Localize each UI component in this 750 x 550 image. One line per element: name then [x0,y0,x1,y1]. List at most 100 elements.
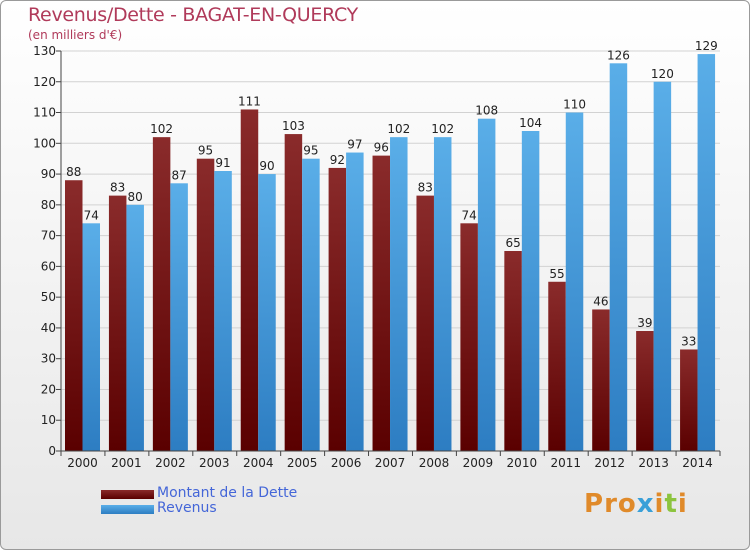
y-tick-label: 50 [41,290,56,304]
x-tick-label: 2008 [419,456,450,470]
x-tick-label: 2003 [199,456,230,470]
x-tick-label: 2002 [155,456,186,470]
x-tick-label: 2004 [243,456,274,470]
data-label-debt: 55 [549,267,564,281]
y-tick-label: 40 [41,321,56,335]
data-label-debt: 83 [418,181,433,195]
y-tick-label: 10 [41,413,56,427]
data-label-revenus: 110 [563,98,586,112]
data-label-revenus: 102 [387,122,410,136]
proxiti-logo: Proxiti [584,489,688,519]
bar-debt [592,309,610,451]
legend-swatch-revenus [101,505,154,514]
bar-debt [284,134,303,452]
y-tick-label: 130 [33,44,56,58]
bar-revenus [653,81,672,452]
chart-title: Revenus/Dette - BAGAT-EN-QUERCY [28,4,358,26]
bar-revenus [126,204,144,451]
bar-revenus [477,118,496,451]
data-label-debt: 39 [637,316,652,330]
data-label-revenus: 80 [128,190,143,204]
x-tick-label: 2014 [682,456,713,470]
bar-debt [108,195,127,451]
y-tick-label: 70 [41,229,56,243]
data-label-revenus: 87 [171,168,186,182]
data-label-revenus: 102 [431,122,454,136]
bar-revenus [565,112,584,452]
bar-debt [240,109,259,451]
y-tick-label: 80 [41,198,56,212]
data-label-debt: 33 [681,334,696,348]
bar-debt [636,331,654,451]
bar-debt [680,349,698,451]
bar-revenus [302,158,320,451]
x-tick-label: 2012 [594,456,625,470]
x-tick-label: 2007 [375,456,406,470]
data-label-revenus: 90 [259,159,274,173]
data-label-revenus: 91 [215,156,230,170]
bar-revenus [170,183,188,452]
data-label-debt: 92 [330,153,345,167]
legend-label-revenus: Revenus [157,500,217,516]
data-label-debt: 74 [462,208,477,222]
bar-debt [372,155,391,451]
bar-revenus [609,63,628,452]
x-tick-label: 2010 [507,456,538,470]
x-tick-label: 2011 [550,456,581,470]
x-tick-label: 2009 [463,456,494,470]
data-label-revenus: 108 [475,104,498,118]
data-label-revenus: 120 [651,67,674,81]
bar-revenus [214,171,232,451]
y-tick-label: 90 [41,167,56,181]
bar-debt [548,281,566,451]
chart-subtitle: (en milliers d'€) [28,28,123,42]
data-label-debt: 95 [198,144,213,158]
y-tick-label: 120 [33,75,56,89]
bar-debt [65,180,83,451]
bar-revenus [390,137,408,451]
bars [65,54,716,452]
bar-revenus [346,152,364,452]
legend-swatch-debt [101,490,154,499]
data-label-debt: 46 [593,294,608,308]
bar-debt [416,195,434,451]
x-tick-label: 2001 [111,456,142,470]
y-tick-label: 30 [41,352,56,366]
bar-debt [152,137,171,451]
y-tick-label: 60 [41,259,56,273]
data-label-revenus: 126 [607,48,630,62]
bar-revenus [521,131,540,451]
data-label-debt: 96 [374,141,389,155]
data-label-debt: 102 [150,122,173,136]
bar-debt [504,251,522,451]
data-label-debt: 103 [282,119,305,133]
y-tick-label: 100 [33,136,56,150]
x-tick-label: 2000 [67,456,98,470]
bar-revenus [433,137,452,451]
data-label-debt: 88 [66,165,81,179]
data-label-revenus: 104 [519,116,542,130]
data-label-debt: 65 [505,236,520,250]
bar-revenus [258,174,276,452]
data-label-revenus: 129 [695,39,718,53]
bar-revenus [82,223,100,451]
data-label-debt: 83 [110,181,125,195]
bar-debt [196,158,215,451]
x-tick-label: 2006 [331,456,362,470]
x-tick-label: 2005 [287,456,318,470]
bar-debt [328,167,347,451]
axes: 0 10 20 30 40 50 60 70 80 90 100 110 120 130 2000 2001 2… [33,44,721,470]
data-label-revenus: 97 [347,138,362,152]
data-label-revenus: 95 [303,144,318,158]
bar-revenus [697,54,716,451]
x-tick-label: 2013 [638,456,669,470]
y-tick-label: 20 [41,382,56,396]
legend-label-debt: Montant de la Dette [157,485,298,501]
y-tick-label: 0 [48,444,56,458]
data-label-revenus: 74 [84,208,99,222]
bar-debt [460,223,478,451]
y-tick-label: 110 [33,106,56,120]
